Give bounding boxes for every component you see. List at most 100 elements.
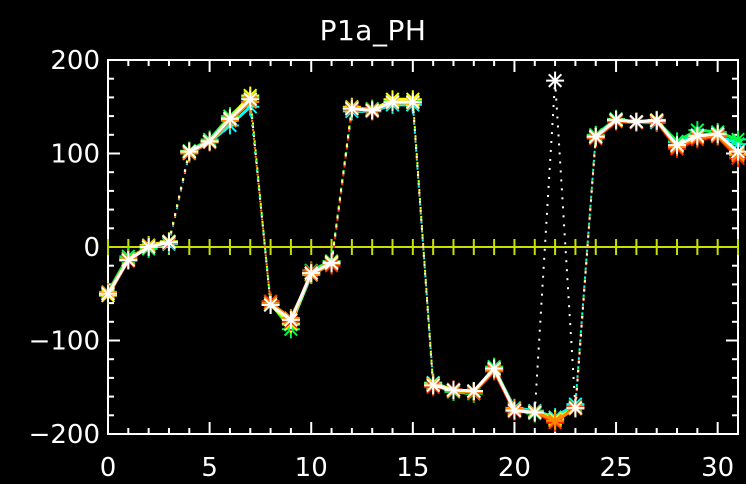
data-point: [464, 381, 483, 400]
data-point: [485, 359, 504, 378]
series-1: [99, 88, 746, 429]
marker-stroke: [324, 255, 339, 270]
data-point: [261, 295, 280, 314]
marker-stroke: [588, 129, 603, 144]
marker-stroke: [446, 383, 461, 398]
series-group: [99, 71, 746, 432]
marker-stroke: [649, 113, 664, 128]
series-segment: [533, 80, 557, 413]
marker-stroke: [710, 126, 725, 141]
data-point: [627, 112, 646, 131]
marker-stroke: [426, 378, 441, 393]
data-point: [180, 142, 199, 161]
marker-stroke: [629, 114, 644, 129]
series-segment: [371, 100, 394, 112]
series-5: [99, 71, 746, 422]
marker-stroke: [100, 286, 116, 301]
marker-stroke: [263, 297, 278, 312]
data-point: [342, 99, 361, 118]
series-segment: [554, 80, 577, 408]
data-point: [99, 284, 117, 303]
marker-stroke: [730, 132, 746, 147]
marker-stroke: [405, 95, 420, 110]
series-segment: [492, 367, 516, 412]
series-segment: [310, 261, 333, 275]
data-point: [403, 93, 422, 112]
marker-stroke: [121, 253, 136, 268]
data-point: [139, 238, 158, 256]
marker-stroke: [385, 95, 400, 110]
data-point: [647, 111, 666, 130]
series-segment: [676, 134, 698, 147]
x-tick-label: 15: [396, 453, 429, 483]
x-tick-label: 5: [201, 453, 218, 483]
data-point: [586, 127, 605, 146]
data-point: [424, 376, 443, 395]
x-tick-label: 30: [701, 453, 734, 483]
x-tick-label: 20: [498, 453, 531, 483]
marker-stroke: [507, 403, 522, 418]
data-point: [607, 110, 626, 129]
series-segment: [411, 102, 435, 385]
series-segment: [167, 151, 191, 243]
series-segment: [188, 140, 211, 153]
y-tick-label: −100: [29, 327, 100, 357]
marker-stroke: [690, 128, 705, 143]
marker-stroke: [161, 235, 176, 250]
marker-stroke: [304, 266, 319, 281]
series-2: [99, 86, 746, 429]
marker-stroke: [487, 361, 502, 376]
chart-title: P1a_PH: [319, 14, 427, 47]
y-tick-label: −200: [29, 420, 100, 450]
data-point: [363, 101, 382, 120]
data-point: [729, 142, 746, 161]
data-point: [566, 398, 585, 417]
series-4: [99, 93, 746, 430]
marker-stroke: [283, 312, 298, 327]
marker-stroke: [243, 92, 258, 107]
data-point: [668, 136, 687, 155]
y-tick-label: 200: [50, 46, 100, 76]
series-segment: [289, 272, 313, 321]
series-segment: [411, 104, 435, 383]
marker-stroke: [466, 383, 481, 398]
x-tick-label: 0: [100, 453, 117, 483]
series-segment: [249, 97, 272, 304]
marker-stroke: [670, 138, 685, 153]
marker-stroke: [344, 101, 359, 116]
series-segment: [249, 99, 272, 306]
marker-stroke: [182, 144, 197, 159]
data-point: [241, 90, 260, 109]
data-point: [546, 71, 565, 90]
axes-group: 0 5 10 15 20 25 30 200 100 0 −100 −200: [29, 46, 739, 483]
data-point: [505, 401, 524, 420]
data-point: [220, 109, 239, 128]
series-3: [99, 90, 746, 432]
data-point: [688, 126, 707, 145]
data-point: [708, 124, 727, 143]
x-tick-label: 25: [600, 453, 633, 483]
marker-stroke: [548, 413, 563, 428]
data-point: [322, 253, 341, 272]
marker-stroke: [568, 400, 583, 415]
x-tick-label: 10: [295, 453, 328, 483]
marker-stroke: [141, 239, 156, 255]
data-point: [302, 264, 321, 283]
y-tick-label: 0: [83, 233, 100, 263]
series-segment: [574, 136, 597, 408]
data-point: [525, 403, 544, 422]
marker-stroke: [202, 134, 217, 149]
marker-stroke: [222, 111, 237, 126]
marker-stroke: [365, 103, 380, 118]
marker-stroke: [527, 405, 542, 420]
data-point: [281, 310, 300, 329]
data-point: [444, 381, 463, 400]
series-segment: [106, 259, 130, 295]
marker-stroke: [609, 112, 624, 127]
data-point: [546, 411, 565, 430]
data-point: [119, 251, 138, 270]
marker-stroke: [730, 144, 746, 159]
data-point: [383, 93, 402, 112]
data-point: [200, 132, 219, 151]
